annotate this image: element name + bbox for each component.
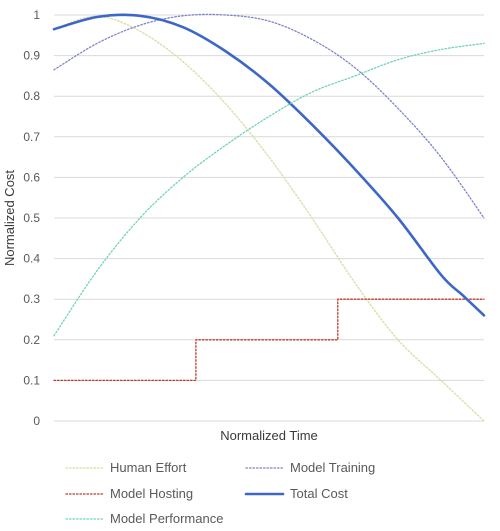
y-tick-label: 0.7 — [23, 130, 40, 144]
series-line-model-performance — [53, 42, 485, 337]
y-axis-title: Normalized Cost — [2, 170, 17, 266]
y-tick-label: 1 — [33, 8, 40, 22]
series-line-model-hosting — [53, 298, 485, 382]
y-tick-label: 0.5 — [23, 211, 40, 225]
series-lines — [52, 13, 486, 422]
legend-label: Model Training — [290, 460, 375, 475]
y-tick-label: 0.4 — [23, 252, 40, 266]
series-line-total-cost — [52, 13, 486, 317]
y-tick-label: 0 — [33, 414, 40, 428]
y-tick-label: 0.1 — [23, 373, 40, 387]
y-tick-label: 0.2 — [23, 333, 40, 347]
y-tick-label: 0.8 — [23, 89, 40, 103]
gridlines — [54, 14, 484, 422]
legend-label: Model Hosting — [110, 486, 193, 501]
y-tick-labels: 0 0.1 0.2 0.3 0.4 0.5 0.6 0.7 0.8 0.9 1 — [23, 8, 40, 428]
y-tick-label: 0.3 — [23, 292, 40, 306]
legend-label: Model Performance — [110, 511, 223, 526]
legend-label: Total Cost — [290, 486, 348, 501]
legend: Human Effort Model Training Model Hosting T… — [65, 460, 375, 526]
y-tick-label: 0.9 — [23, 49, 40, 63]
y-tick-label: 0.6 — [23, 170, 40, 184]
x-axis-title: Normalized Time — [220, 428, 318, 443]
series-line-model-training — [53, 13, 485, 219]
series-line-human-effort — [53, 15, 485, 422]
legend-label: Human Effort — [110, 460, 187, 475]
